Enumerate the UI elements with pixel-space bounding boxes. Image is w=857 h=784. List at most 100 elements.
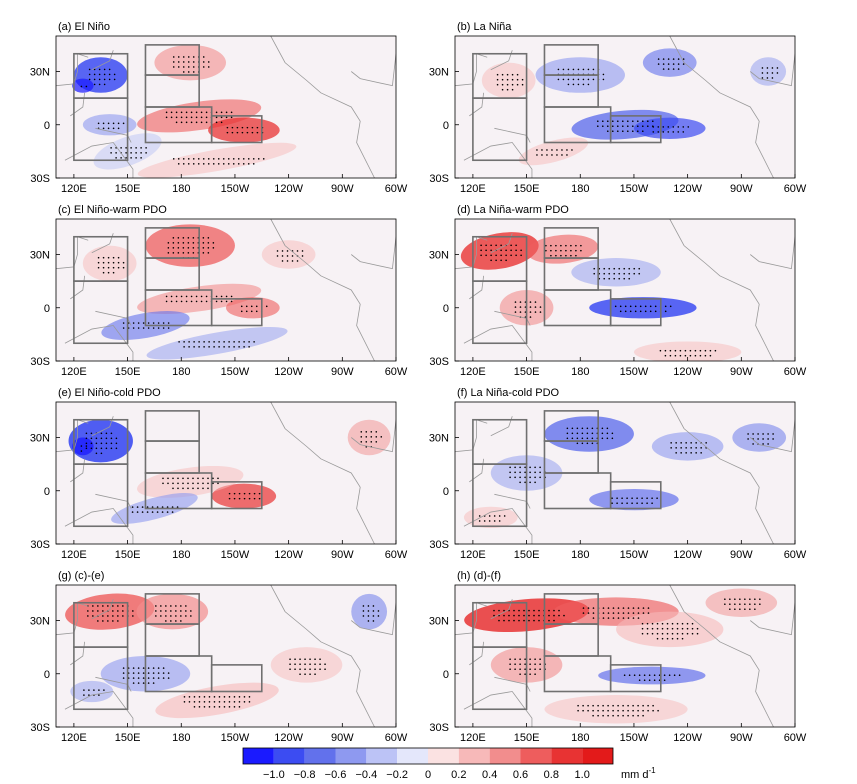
- lon-tick-label: 150E: [514, 183, 540, 195]
- lat-tick-label: 30N: [30, 616, 50, 628]
- colorbar-segment: [335, 748, 367, 764]
- lon-tick-label: 180: [172, 366, 190, 378]
- panel-frame: [55, 401, 397, 545]
- coastlines: [56, 219, 396, 361]
- colorbar-segment: [243, 748, 274, 764]
- lon-tick-label: 120E: [460, 366, 486, 378]
- colorbar-tick-label: −0.8: [294, 769, 316, 781]
- index-boxes: [73, 410, 263, 528]
- index-boxes: [73, 593, 263, 711]
- lon-tick-label: 90W: [331, 183, 354, 195]
- lon-tick-label: 150W: [620, 549, 649, 561]
- colorbar-tick-label: −0.4: [355, 769, 377, 781]
- lon-tick-label: 120E: [61, 732, 87, 744]
- index-boxes: [472, 227, 662, 345]
- lon-tick-label: 60W: [784, 366, 807, 378]
- anomaly-field: [455, 402, 795, 544]
- map-panel-6: (f) La Niña-cold PDO 30N 0 30S 120E 150E 180 15…: [429, 387, 807, 561]
- lon-tick-label: 120E: [460, 549, 486, 561]
- lat-tick-label: 0: [44, 669, 50, 681]
- panel-title: (h) (d)-(f): [457, 570, 501, 582]
- lon-tick-label: 90W: [730, 366, 753, 378]
- lat-tick-label: 30S: [429, 173, 449, 185]
- lon-tick-label: 180: [571, 183, 589, 195]
- colorbar-segment: [366, 748, 398, 764]
- lat-tick-label: 0: [44, 303, 50, 315]
- lat-tick-label: 0: [443, 120, 449, 132]
- lat-tick-label: 30S: [429, 722, 449, 734]
- lat-tick-label: 0: [44, 486, 50, 498]
- lat-tick-label: 30S: [30, 722, 50, 734]
- colorbar-tick-label: −1.0: [263, 769, 285, 781]
- lon-tick-label: 150W: [221, 183, 250, 195]
- lat-tick-label: 30S: [30, 173, 50, 185]
- colorbar-tick-label: 1.0: [575, 769, 590, 781]
- lon-tick-label: 180: [571, 732, 589, 744]
- panel-frame: [454, 35, 796, 179]
- map-panel-1: (a) El Niño 30N 0 30S 120E 150E 180 150W 120W 90W…: [30, 21, 408, 195]
- index-boxes: [472, 593, 662, 711]
- colorbar-tick-label: −0.2: [386, 769, 408, 781]
- lon-tick-label: 60W: [385, 366, 408, 378]
- lon-tick-label: 150W: [620, 732, 649, 744]
- lon-tick-label: 120W: [673, 732, 702, 744]
- lon-tick-label: 120E: [61, 366, 87, 378]
- map-panel-7: (g) (c)-(e) 30N 0 30S 120E 150E 180 150W 120W 90W…: [30, 570, 408, 744]
- lon-tick-label: 180: [172, 732, 190, 744]
- panel-title: (b) La Niña: [457, 21, 512, 33]
- lon-tick-label: 120W: [274, 183, 303, 195]
- lat-tick-label: 30S: [429, 539, 449, 551]
- lon-tick-label: 90W: [730, 183, 753, 195]
- coastlines: [56, 585, 396, 727]
- lat-tick-label: 30N: [429, 433, 449, 445]
- colorbar: −1.0 −0.8 −0.6 −0.4 −0.2 0 0.2 0.4 0.6 0.8 1.0 mm d…: [242, 747, 656, 781]
- colorbar-tick-label: 0.4: [482, 769, 497, 781]
- lat-tick-label: 30S: [30, 539, 50, 551]
- panel-frame: [55, 584, 397, 728]
- anomaly-field: [455, 219, 795, 361]
- lon-tick-label: 60W: [784, 549, 807, 561]
- map-panel-8: (h) (d)-(f) 30N 0 30S 120E 150E 180 150W 120W 90W…: [429, 570, 807, 744]
- lon-tick-label: 180: [172, 549, 190, 561]
- significance-stippling: [80, 431, 383, 513]
- panel-title: (e) El Niño-cold PDO: [58, 387, 161, 399]
- anomaly-field: [455, 36, 795, 178]
- colorbar-tick-label: 0.8: [544, 769, 559, 781]
- lat-tick-label: 0: [44, 120, 50, 132]
- panel-frame: [454, 401, 796, 545]
- colorbar-segment: [489, 748, 521, 764]
- significance-stippling: [480, 244, 717, 357]
- lon-tick-label: 150W: [620, 366, 649, 378]
- colorbar-tick-label: 0.2: [451, 769, 466, 781]
- lon-tick-label: 180: [172, 183, 190, 195]
- colorbar-tick-label: 0.6: [513, 769, 528, 781]
- lat-tick-label: 0: [443, 669, 449, 681]
- lon-tick-label: 120W: [673, 366, 702, 378]
- lon-tick-label: 150E: [115, 732, 141, 744]
- lon-tick-label: 120W: [673, 183, 702, 195]
- lon-tick-label: 150E: [115, 549, 141, 561]
- index-boxes: [73, 227, 263, 345]
- lon-tick-label: 150E: [115, 183, 141, 195]
- anomaly-field: [56, 402, 396, 544]
- anomaly-field: [56, 219, 396, 361]
- lon-tick-label: 150W: [221, 549, 250, 561]
- lon-tick-label: 120E: [460, 732, 486, 744]
- colorbar-segment: [520, 748, 552, 764]
- panel-frame: [55, 35, 397, 179]
- significance-stippling: [97, 237, 304, 348]
- colorbar-segment: [273, 748, 305, 764]
- lon-tick-label: 60W: [784, 183, 807, 195]
- anomaly-field: [455, 585, 795, 727]
- colorbar-segment: [397, 748, 428, 764]
- colorbar-segment: [304, 748, 336, 764]
- colorbar-tick-label: 0: [425, 769, 431, 781]
- lat-tick-label: 30N: [30, 250, 50, 262]
- panel-title: (f) La Niña-cold PDO: [457, 387, 560, 399]
- lat-tick-label: 30N: [30, 67, 50, 79]
- coastlines: [455, 219, 795, 361]
- lon-tick-label: 60W: [385, 183, 408, 195]
- panel-title: (a) El Niño: [58, 21, 110, 33]
- significance-stippling: [83, 605, 380, 708]
- lon-tick-label: 150E: [115, 366, 141, 378]
